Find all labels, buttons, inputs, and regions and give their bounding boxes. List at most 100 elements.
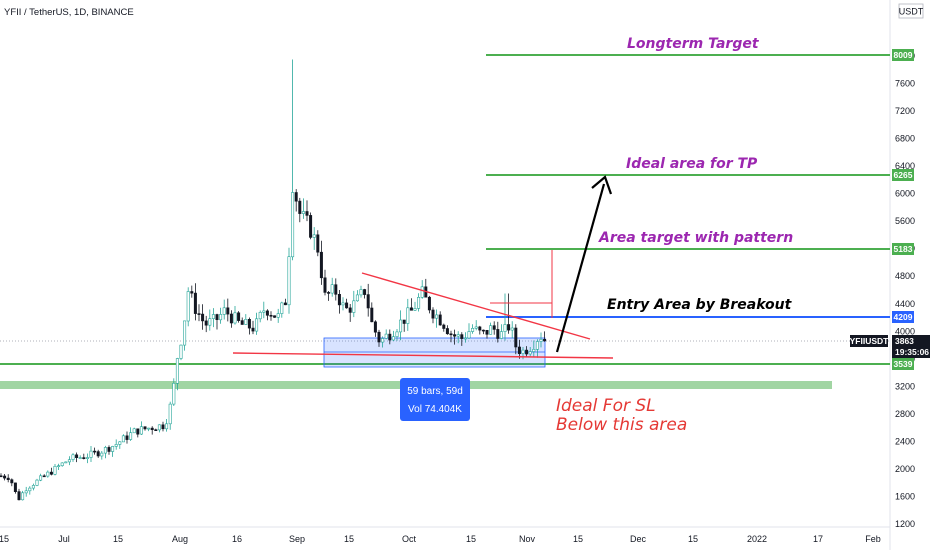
y-tick-label: 1600 <box>895 492 915 502</box>
candle-body <box>237 312 241 321</box>
x-tick-label: 16 <box>232 534 242 544</box>
y-tick-label: 4800 <box>895 271 915 281</box>
candle-body <box>543 338 547 342</box>
breakout-arrow-line[interactable] <box>555 183 606 353</box>
candle-body <box>247 318 251 329</box>
candle-body <box>103 447 107 454</box>
candle-body <box>39 475 43 481</box>
x-tick-label: Jul <box>58 534 70 544</box>
candle-body <box>251 327 255 332</box>
candle-body <box>258 311 262 320</box>
candle-body <box>355 294 359 302</box>
stop-loss-text-line2: Below this area <box>556 415 687 435</box>
candle-body <box>215 314 219 320</box>
candles <box>0 59 547 501</box>
candle-body <box>82 457 86 460</box>
candle-body <box>129 432 133 440</box>
candle-body <box>35 479 39 486</box>
candle-body <box>406 307 410 324</box>
candle-body <box>28 487 32 492</box>
candle-body <box>46 471 50 477</box>
candle-body <box>460 334 464 339</box>
candle-body <box>244 318 248 325</box>
candle-body <box>114 444 118 447</box>
candle-body <box>330 284 334 294</box>
candle-body <box>150 427 154 431</box>
y-tick-label: 6800 <box>895 134 915 144</box>
candle-body <box>78 457 82 459</box>
candle-body <box>489 325 493 335</box>
candle-body <box>111 446 115 452</box>
candle-body <box>21 492 25 501</box>
candle-body <box>190 291 194 294</box>
candle-body <box>442 324 446 329</box>
candle-body <box>521 349 525 354</box>
candle-body <box>121 435 125 443</box>
candle-body <box>485 329 489 335</box>
candle-body <box>240 320 244 325</box>
candle-body <box>528 351 532 355</box>
candle-body <box>305 211 309 216</box>
level-tag-support: 3539 <box>892 358 914 370</box>
candle-body <box>341 302 345 306</box>
candle-body <box>183 320 187 346</box>
lower-trendline[interactable] <box>232 352 614 359</box>
currency-box[interactable] <box>898 3 924 19</box>
level-tag-pattern: 5183 <box>892 243 914 255</box>
candle-body <box>384 333 388 339</box>
candle-body <box>100 452 104 457</box>
y-axis: 1200160020002400280032003600400044004800… <box>895 51 915 529</box>
x-tick-label: Feb <box>865 534 881 544</box>
longterm-target-text: Longterm Target <box>627 36 760 52</box>
candle-body <box>60 462 64 466</box>
candle-body <box>24 490 28 494</box>
x-tick-label: 15 <box>573 534 583 544</box>
svg-text:6265: 6265 <box>894 170 913 180</box>
candle-body <box>409 307 413 311</box>
measure-range[interactable] <box>323 337 546 368</box>
x-tick-label: Dec <box>630 534 647 544</box>
candle-body <box>319 251 323 279</box>
last-price-label: 3863 <box>895 336 914 346</box>
x-tick-label: 15 <box>466 534 476 544</box>
candle-body <box>359 289 363 296</box>
candle-body <box>337 293 341 306</box>
candle-body <box>280 302 284 314</box>
candle-body <box>255 318 259 332</box>
breakout-arrow-head <box>591 175 613 195</box>
candle-body <box>193 292 197 314</box>
x-tick-label: Sep <box>289 534 305 544</box>
candle-body <box>211 314 215 319</box>
upper-trendline[interactable] <box>361 272 591 340</box>
candle-body <box>535 341 539 350</box>
candle-body <box>208 318 212 326</box>
candle-body <box>42 475 46 478</box>
x-axis: 15 Jul 15 Aug 16 Sep 15 Oct 15 Nov 15 Dec 15 2022 17 Fe… <box>0 534 881 544</box>
candle-body <box>175 358 179 384</box>
level-tag-tp: 6265 <box>892 169 914 181</box>
candle-body <box>222 307 226 315</box>
candle-body <box>316 234 320 253</box>
candle-body <box>312 234 316 238</box>
candle-body <box>17 491 21 501</box>
candle-body <box>453 334 457 337</box>
candle-body <box>96 451 100 457</box>
candle-body <box>449 333 453 336</box>
candle-body <box>179 344 183 359</box>
ideal-tp-text: Ideal area for TP <box>626 156 758 172</box>
candle-body <box>334 284 338 295</box>
y-tick-label: 7200 <box>895 106 915 116</box>
candle-body <box>481 329 485 332</box>
stop-loss-text-line1: Ideal For SL <box>556 396 656 416</box>
level-tag-longterm: 8009 <box>892 49 914 61</box>
candle-body <box>262 310 266 313</box>
candle-body <box>507 324 511 331</box>
svg-text:3539: 3539 <box>894 359 913 369</box>
y-tick-label: 6000 <box>895 189 915 199</box>
candle-body <box>510 327 514 331</box>
x-tick-label: 2022 <box>747 534 767 544</box>
candle-body <box>6 477 10 481</box>
candle-body <box>532 348 536 352</box>
candle-body <box>143 426 147 430</box>
